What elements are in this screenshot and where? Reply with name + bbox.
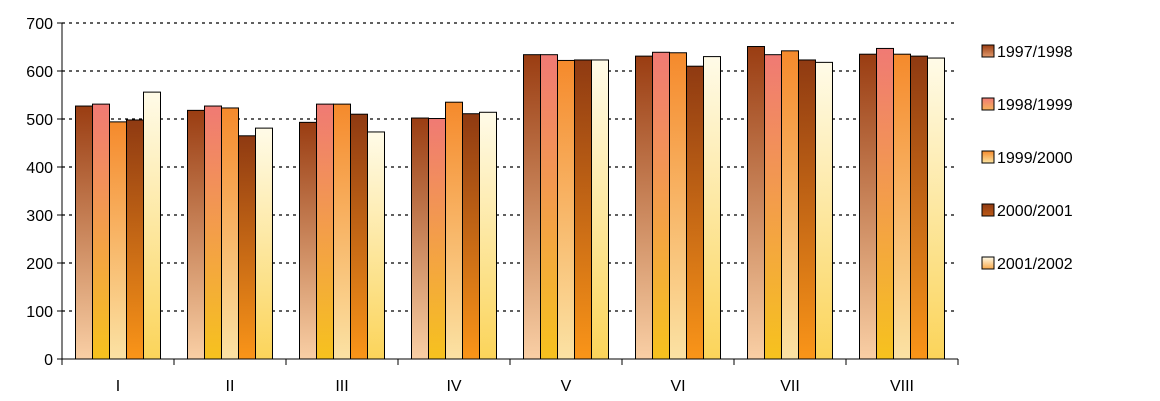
x-tick-label: III bbox=[335, 378, 348, 395]
bar-V-1998/1999 bbox=[540, 54, 558, 360]
bar-III-2001/2002 bbox=[367, 131, 385, 360]
bar-I-1997/1998 bbox=[75, 105, 93, 360]
bar-VI-2000/2001 bbox=[686, 65, 704, 360]
bar-VI-1997/1998 bbox=[635, 55, 653, 360]
y-tick-label: 200 bbox=[26, 256, 53, 273]
bar-IV-1998/1999 bbox=[428, 118, 446, 360]
bars bbox=[75, 46, 945, 360]
bar-II-1998/1999 bbox=[204, 105, 222, 360]
x-tick-label: I bbox=[116, 378, 120, 395]
bar-II-2000/2001 bbox=[238, 135, 256, 360]
bar-VIII-2000/2001 bbox=[910, 55, 928, 360]
x-tick-label: VII bbox=[780, 378, 800, 395]
legend-swatch bbox=[981, 256, 995, 270]
bar-VII-2000/2001 bbox=[798, 59, 816, 360]
y-tick-label: 600 bbox=[26, 64, 53, 81]
bar-III-1999/2000 bbox=[333, 103, 351, 360]
bar-IV-2001/2002 bbox=[479, 111, 497, 360]
legend-label: 2001/2002 bbox=[997, 256, 1073, 273]
y-tick-label: 400 bbox=[26, 160, 53, 177]
bar-V-2000/2001 bbox=[574, 59, 592, 360]
bar-I-1998/1999 bbox=[92, 103, 110, 360]
bar-VI-1998/1999 bbox=[652, 51, 670, 360]
legend-swatch bbox=[981, 97, 995, 111]
bar-II-2001/2002 bbox=[255, 127, 273, 360]
bar-II-1997/1998 bbox=[187, 109, 205, 360]
y-tick-label: 100 bbox=[26, 304, 53, 321]
x-axis: I II III IV V VI VII VIII bbox=[61, 358, 959, 395]
bar-V-1997/1998 bbox=[523, 54, 541, 360]
legend: 1997/1998 1998/1999 1999/2000 2000/2001 2001… bbox=[981, 44, 1073, 273]
bar-IV-1999/2000 bbox=[445, 101, 463, 360]
bar-I-2001/2002 bbox=[143, 91, 161, 360]
bar-VIII-1997/1998 bbox=[859, 53, 877, 360]
legend-label: 1997/1998 bbox=[997, 44, 1073, 61]
bar-VII-1997/1998 bbox=[747, 46, 765, 360]
bar-III-1998/1999 bbox=[316, 103, 334, 360]
legend-label: 2000/2001 bbox=[997, 203, 1073, 220]
y-tick-label: 500 bbox=[26, 112, 53, 129]
bar-IV-1997/1998 bbox=[411, 117, 429, 360]
legend-swatch bbox=[981, 150, 995, 164]
bar-VII-2001/2002 bbox=[815, 61, 833, 360]
legend-label: 1998/1999 bbox=[997, 97, 1073, 114]
x-tick-label: VI bbox=[670, 378, 685, 395]
x-tick-label: IV bbox=[446, 378, 461, 395]
bar-III-2000/2001 bbox=[350, 113, 368, 360]
bar-V-1999/2000 bbox=[557, 59, 575, 360]
bar-VIII-2001/2002 bbox=[927, 57, 945, 360]
bar-IV-2000/2001 bbox=[462, 113, 480, 360]
bar-I-1999/2000 bbox=[109, 121, 127, 360]
legend-swatch bbox=[981, 44, 995, 58]
bar-VI-2001/2002 bbox=[703, 56, 721, 360]
bar-VIII-1999/2000 bbox=[893, 53, 911, 360]
bar-II-1999/2000 bbox=[221, 107, 239, 360]
bar-VII-1999/2000 bbox=[781, 50, 799, 360]
bar-V-2001/2002 bbox=[591, 59, 609, 360]
legend-label: 1999/2000 bbox=[997, 150, 1073, 167]
bar-VI-1999/2000 bbox=[669, 52, 687, 360]
y-axis: 0 100 200 300 400 500 600 700 bbox=[26, 16, 63, 369]
bar-III-1997/1998 bbox=[299, 121, 317, 360]
x-tick-label: VIII bbox=[890, 378, 914, 395]
bar-I-2000/2001 bbox=[126, 119, 144, 360]
legend-swatch bbox=[981, 203, 995, 217]
y-tick-label: 700 bbox=[26, 16, 53, 33]
y-tick-label: 300 bbox=[26, 208, 53, 225]
x-tick-label: II bbox=[226, 378, 235, 395]
bar-VII-1998/1999 bbox=[764, 54, 782, 360]
y-tick-label: 0 bbox=[44, 352, 53, 369]
x-tick-label: V bbox=[561, 378, 572, 395]
bar-VIII-1998/1999 bbox=[876, 47, 894, 360]
